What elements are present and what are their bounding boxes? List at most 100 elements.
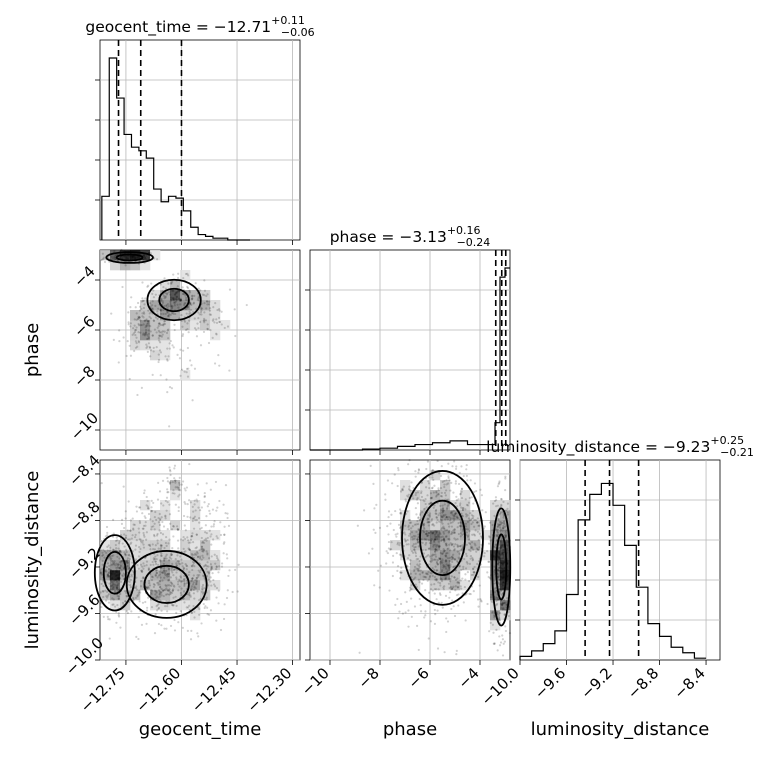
scatter-point (500, 582, 503, 585)
scatter-point (424, 576, 428, 579)
scatter-point (218, 320, 222, 324)
scatter-point (442, 571, 446, 574)
scatter-point (168, 291, 171, 294)
scatter-point (159, 586, 162, 589)
density-cell (500, 560, 511, 571)
scatter-point (452, 514, 455, 518)
scatter-point (106, 531, 109, 534)
scatter-point (190, 611, 193, 615)
density-cell (450, 550, 461, 561)
scatter-point (466, 571, 469, 574)
scatter-point (172, 524, 175, 528)
scatter-point (455, 560, 459, 563)
scatter-point (117, 579, 121, 582)
density-cell (480, 550, 491, 561)
scatter-point (116, 588, 119, 591)
scatter-point (129, 255, 132, 258)
scatter-point (117, 612, 120, 615)
scatter-point (133, 256, 137, 259)
scatter-point (444, 554, 448, 557)
scatter-point (163, 567, 166, 570)
scatter-point (440, 570, 443, 573)
scatter-point (185, 564, 189, 568)
scatter-point (401, 489, 404, 492)
scatter-point (384, 493, 387, 496)
scatter-point (218, 309, 221, 312)
xlabel-geocent-time: geocent_time (139, 719, 262, 740)
scatter-point (437, 488, 440, 492)
scatter-point (502, 573, 505, 576)
scatter-point (499, 546, 502, 549)
scatter-point (445, 529, 449, 532)
scatter-point (400, 553, 403, 557)
scatter-point (188, 312, 191, 316)
scatter-point (150, 593, 153, 596)
scatter-point (473, 565, 476, 569)
scatter-point (100, 482, 103, 485)
scatter-point (152, 585, 156, 589)
scatter-point (203, 495, 206, 498)
scatter-point (99, 571, 102, 574)
scatter-point (171, 280, 174, 283)
scatter-point (137, 315, 140, 318)
scatter-point (497, 561, 500, 564)
scatter-point (168, 468, 172, 472)
scatter-point (422, 529, 425, 532)
scatter-point (417, 471, 420, 474)
scatter-point (155, 571, 158, 574)
density-cell (420, 570, 431, 581)
scatter-point (418, 519, 421, 522)
scatter-point (117, 547, 120, 550)
scatter-point (435, 536, 438, 539)
scatter-point (459, 493, 462, 496)
scatter-point (202, 550, 205, 553)
scatter-point (130, 555, 133, 558)
scatter-point (438, 520, 441, 523)
scatter-point (158, 349, 162, 352)
scatter-point (139, 547, 142, 551)
scatter-point (148, 584, 152, 587)
scatter-point (124, 553, 127, 556)
scatter-point (159, 334, 162, 337)
scatter-point (434, 543, 437, 546)
scatter-point (501, 551, 504, 554)
scatter-point (438, 545, 441, 548)
scatter-point (423, 527, 426, 531)
scatter-point (434, 535, 437, 538)
scatter-point (223, 525, 226, 528)
scatter-point (451, 556, 454, 559)
scatter-point (173, 304, 177, 307)
scatter-point (435, 598, 438, 601)
scatter-point (153, 548, 157, 551)
density-cell (410, 530, 421, 541)
scatter-point (115, 569, 118, 572)
scatter-point (109, 570, 112, 573)
scatter-point (192, 604, 195, 608)
scatter-point (168, 347, 171, 350)
scatter-point (210, 566, 213, 569)
scatter-point (197, 598, 201, 602)
scatter-point (124, 510, 127, 513)
density-cell (420, 480, 431, 491)
scatter-point (171, 589, 174, 592)
scatter-point (404, 533, 407, 536)
contour-line (495, 533, 508, 601)
scatter-point (198, 313, 201, 316)
scatter-point (452, 566, 455, 569)
scatter-point (503, 601, 506, 605)
scatter-point (441, 507, 444, 510)
scatter-point (181, 626, 184, 629)
scatter-point (144, 326, 147, 329)
scatter-point (440, 578, 443, 581)
density-cell (140, 530, 151, 541)
scatter-point (186, 272, 189, 275)
scatter-point (493, 591, 496, 594)
scatter-point (407, 525, 410, 528)
scatter-point (215, 565, 218, 568)
scatter-point (471, 558, 475, 561)
scatter-point (433, 533, 437, 536)
density-cell (130, 320, 141, 331)
scatter-point (358, 651, 361, 654)
x-tick-label: −12.75 (77, 664, 129, 716)
scatter-point (501, 557, 505, 560)
